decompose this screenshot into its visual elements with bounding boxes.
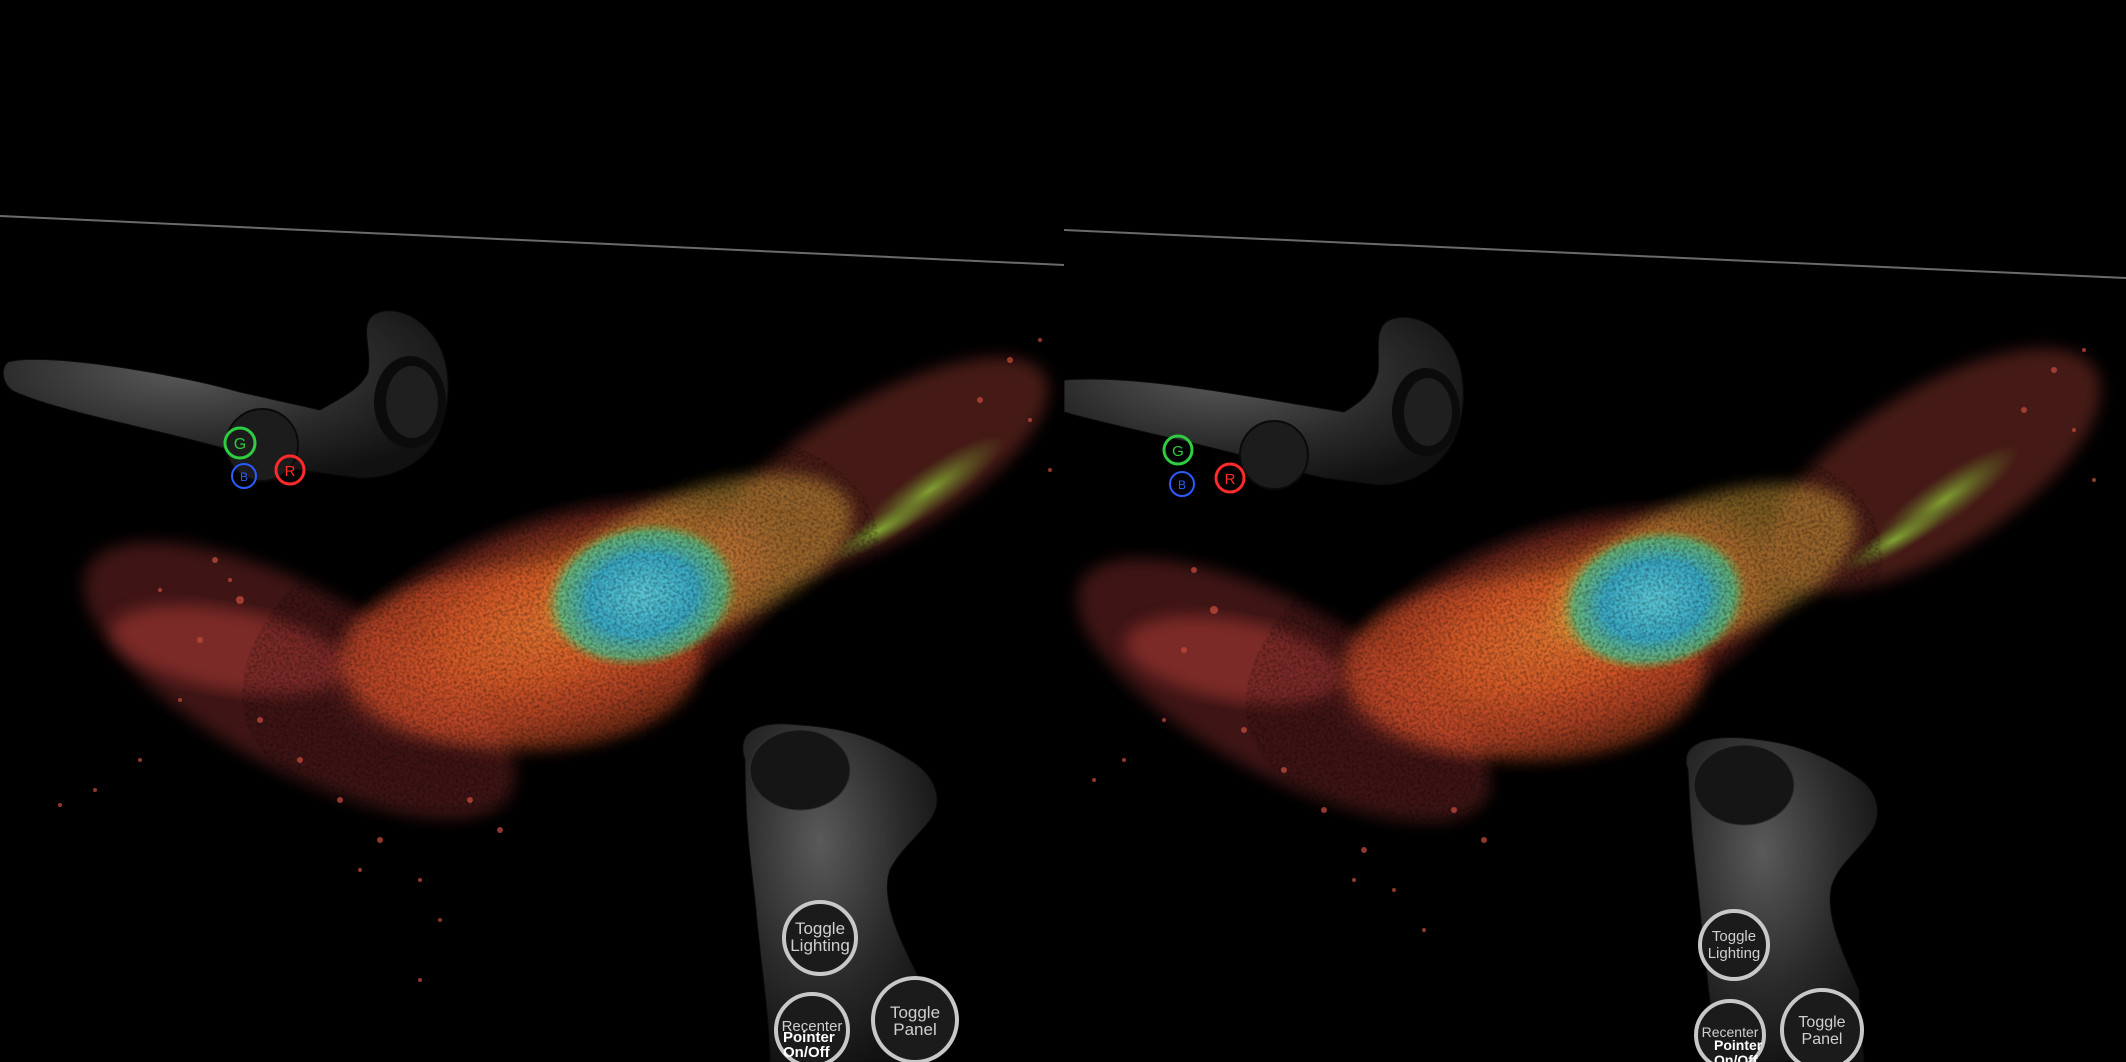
right-eye-view: G R B Toggle Lighting Recenter Pointer On/…	[1064, 0, 2126, 1062]
trackpad[interactable]	[1239, 420, 1309, 490]
blue-button-glyph: B	[1178, 478, 1186, 492]
left-scene: G R B	[0, 215, 1064, 1062]
blue-button-icon[interactable]: B	[1169, 471, 1195, 497]
pointer-toggle-label: Pointer On/Off	[783, 1029, 835, 1061]
toggle-panel-button[interactable]	[871, 976, 959, 1062]
right-scene: G R B	[1064, 229, 2126, 1062]
red-button-glyph: R	[1225, 471, 1236, 488]
pointer-toggle-label: Pointer On/Off	[1714, 1037, 1763, 1062]
red-button-glyph: R	[285, 463, 296, 480]
recenter-label: Recenter	[781, 1018, 843, 1035]
vive-controller-left[interactable]: G R B	[2, 310, 449, 489]
vive-controller-right[interactable]	[742, 723, 959, 1062]
green-button-glyph: G	[234, 436, 246, 453]
toggle-lighting-label: Toggle Lighting	[1707, 928, 1761, 962]
recenter-button[interactable]	[1694, 999, 1766, 1062]
green-button-icon[interactable]: G	[223, 426, 257, 460]
red-button-icon[interactable]: R	[274, 454, 306, 486]
recenter-button[interactable]	[774, 992, 850, 1062]
recenter-label: Recenter	[1701, 1024, 1759, 1040]
blue-button-glyph: B	[240, 470, 248, 484]
toggle-panel-button[interactable]	[1780, 988, 1864, 1062]
cell-volume-render	[1077, 348, 2101, 932]
cell-volume-render	[58, 338, 1052, 982]
red-button-icon[interactable]: R	[1214, 462, 1246, 494]
left-eye-view: G R B Toggle Lighting Recenter Pointer On/…	[0, 215, 1064, 1062]
horizon-line	[1064, 229, 2126, 279]
toggle-panel-label: Toggle Panel	[1798, 1014, 1846, 1048]
vive-controller-left[interactable]: G R B	[1064, 316, 1464, 497]
toggle-lighting-label: Toggle Lighting	[790, 919, 850, 955]
blue-button-icon[interactable]: B	[231, 463, 257, 489]
horizon-line	[0, 215, 1064, 266]
toggle-panel-label: Toggle Panel	[889, 1003, 941, 1039]
green-button-icon[interactable]: G	[1162, 434, 1194, 466]
green-button-glyph: G	[1172, 443, 1184, 460]
toggle-lighting-button[interactable]	[782, 900, 858, 976]
vive-controller-right[interactable]	[1685, 736, 1878, 1062]
toggle-lighting-button[interactable]	[1698, 909, 1770, 981]
